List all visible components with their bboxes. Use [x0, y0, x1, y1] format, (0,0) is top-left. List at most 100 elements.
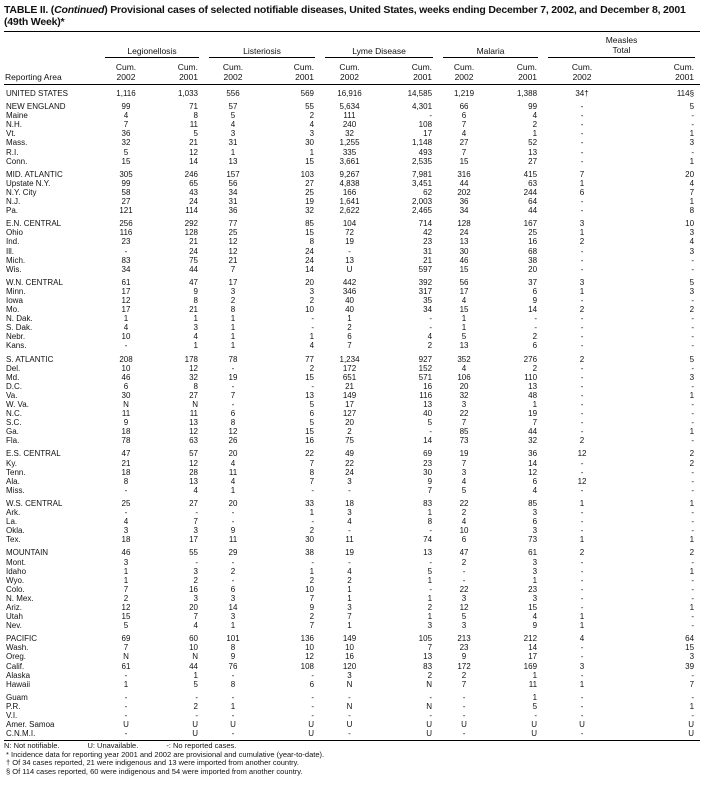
- value-cell: -: [124, 485, 128, 495]
- value-cell: 13: [345, 255, 354, 265]
- value-cell: 7: [689, 187, 695, 197]
- value-cell: 69: [423, 449, 433, 459]
- value-cell: 77: [228, 219, 238, 229]
- value-cell: 10: [305, 643, 315, 653]
- column-header-line: Cum.: [411, 62, 433, 72]
- value-cell: 11: [228, 535, 238, 545]
- value-cell: 2: [689, 458, 695, 468]
- value-cell: U: [688, 720, 695, 730]
- value-cell: 40: [345, 305, 354, 315]
- value-cell: 75: [189, 255, 198, 265]
- value-cell: -: [311, 517, 315, 527]
- value-cell: 6: [309, 679, 315, 689]
- column-header-line: 2002: [572, 72, 592, 82]
- value-cell: 23: [121, 237, 131, 247]
- value-cell: U: [579, 720, 585, 730]
- value-cell: -: [580, 729, 584, 739]
- value-cell: 7: [461, 120, 467, 130]
- value-cell: -: [580, 246, 584, 256]
- value-cell: 46: [121, 548, 131, 558]
- value-cell: -: [691, 314, 695, 324]
- value-cell: 212: [523, 634, 538, 644]
- value-cell: -: [534, 711, 538, 720]
- reporting-area-cell: MID. ATLANTIC: [6, 169, 63, 179]
- reporting-area-cell: Wyo.: [6, 575, 25, 585]
- reporting-area-cell: R.I.: [6, 147, 19, 157]
- table-row: V.I. - - - - - - - - - -: [4, 711, 700, 720]
- value-cell: -: [691, 517, 695, 527]
- column-header-line: Cum.: [571, 62, 593, 72]
- value-cell: 2: [579, 548, 585, 558]
- group-listeriosis: Listeriosis: [204, 31, 321, 59]
- value-cell: 1: [532, 692, 538, 702]
- value-cell: 927: [418, 354, 433, 364]
- table-row: Pa. 121 114 36 32 2,622 2,465 34 44 - 8: [4, 206, 700, 215]
- value-cell: 12: [577, 449, 587, 459]
- value-cell: 40: [423, 409, 433, 419]
- value-cell: 415: [523, 169, 538, 179]
- value-cell: U: [688, 729, 695, 739]
- value-cell: -: [124, 729, 128, 739]
- value-cell: U: [192, 729, 198, 739]
- value-cell: -: [231, 670, 235, 680]
- value-cell: 346: [342, 286, 357, 296]
- table-row: W. Va. N N - 5 17 13 3 1 - -: [4, 400, 700, 409]
- value-cell: 4: [347, 517, 352, 527]
- value-cell: 9: [427, 476, 433, 486]
- value-cell: 7: [461, 679, 467, 689]
- value-cell: -: [311, 711, 315, 720]
- value-cell: N: [426, 701, 433, 711]
- column-header-line: Cum.: [177, 62, 198, 72]
- value-cell: -: [580, 314, 584, 324]
- value-cell: U: [230, 720, 236, 730]
- value-cell: -: [580, 584, 584, 594]
- value-cell: 2,535: [412, 156, 433, 166]
- value-cell: 4: [193, 332, 198, 342]
- value-cell: 2: [532, 332, 538, 342]
- value-cell: 1: [689, 129, 695, 139]
- column-header-line: 2002: [223, 72, 243, 82]
- title-text: ) Provisional cases of selected notifiab…: [4, 4, 686, 28]
- value-cell: 178: [184, 354, 198, 364]
- value-cell: 3: [532, 508, 538, 518]
- reporting-area-cell: Ariz.: [6, 602, 22, 612]
- table-row: Mass. 32 21 31 30 1,255 1,148 27 52 - 3: [4, 138, 700, 147]
- value-cell: 8: [309, 237, 315, 247]
- value-cell: 47: [459, 548, 469, 558]
- value-cell: 1: [427, 575, 433, 585]
- value-cell: 7: [689, 679, 695, 689]
- value-cell: 1: [532, 575, 538, 585]
- value-cell: 1: [427, 612, 433, 622]
- value-cell: 21: [189, 305, 198, 315]
- value-cell: -: [691, 120, 695, 130]
- reporting-area-cell: Maine: [6, 111, 28, 121]
- group-malaria: Malaria: [438, 31, 544, 59]
- value-cell: 12: [528, 467, 538, 477]
- reporting-area-cell: Del.: [6, 363, 21, 373]
- value-cell: 1: [230, 314, 236, 324]
- reporting-area-cell: Iowa: [6, 295, 23, 305]
- reporting-area-cell: W.N. CENTRAL: [6, 277, 63, 287]
- value-cell: -: [580, 111, 584, 121]
- value-cell: 4: [193, 621, 198, 631]
- value-cell: 83: [423, 498, 433, 508]
- value-cell: 4: [230, 476, 236, 486]
- table-row: MID. ATLANTIC 305 246 157 103 9,267 7,981 316 41…: [4, 170, 700, 179]
- value-cell: 3: [347, 602, 352, 612]
- value-cell: 1: [230, 332, 236, 342]
- table-row: Idaho 1 3 2 1 4 5 - 3 - 1: [4, 567, 700, 576]
- value-cell: 4: [461, 476, 467, 486]
- table-row: W.S. CENTRAL 25 27 20 33 18 83 22 85 1 1: [4, 499, 700, 508]
- value-cell: 27: [305, 178, 315, 188]
- value-cell: -: [124, 701, 128, 711]
- value-cell: 2: [230, 295, 236, 305]
- value-cell: -: [580, 120, 584, 130]
- table-row: Minn. 17 9 3 3 346 317 17 6 1 3: [4, 287, 700, 296]
- value-cell: 4: [123, 517, 129, 527]
- value-cell: 9: [123, 418, 129, 428]
- value-cell: 10: [305, 305, 315, 315]
- value-cell: 5: [309, 400, 315, 409]
- value-cell: 103: [300, 169, 315, 179]
- value-cell: 13: [228, 156, 238, 166]
- value-cell: -: [534, 314, 538, 324]
